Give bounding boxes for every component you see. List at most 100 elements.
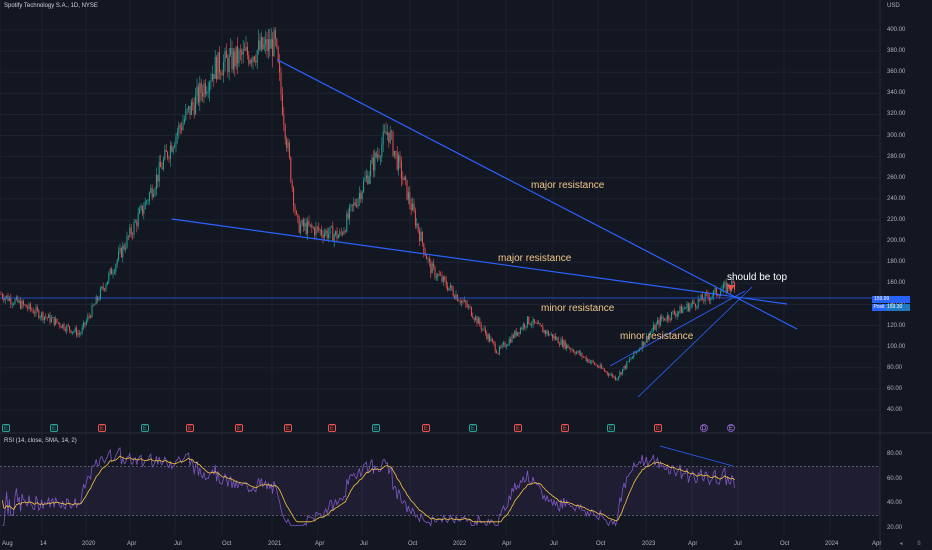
candle-body	[379, 157, 381, 158]
candle-body	[396, 151, 398, 170]
candle-body	[591, 360, 593, 362]
candle-body	[540, 325, 542, 327]
candle-body	[392, 131, 394, 156]
candle-body	[280, 72, 282, 94]
candle-body	[60, 326, 62, 328]
earnings-badge[interactable]: E	[328, 424, 336, 432]
earnings-badge[interactable]: E	[141, 424, 149, 432]
candle-body	[370, 163, 372, 177]
candle-body	[658, 320, 660, 326]
candle-body	[59, 323, 61, 327]
candle-body	[417, 223, 419, 232]
candle-body	[389, 131, 391, 143]
earnings-badge[interactable]: E	[50, 424, 58, 432]
price-tick: 400.00	[887, 27, 906, 33]
scroll-left-icon[interactable]: ◂	[899, 541, 903, 547]
candle-body	[41, 312, 43, 317]
earnings-badge[interactable]: E	[514, 424, 522, 432]
earnings-badge[interactable]: E	[2, 424, 10, 432]
settings-icon[interactable]: 8	[917, 541, 921, 547]
candle-body	[371, 157, 373, 164]
currency-label: USD	[887, 3, 900, 9]
candle-body	[167, 151, 169, 158]
candle-body	[146, 201, 148, 202]
channel-upper-line	[609, 290, 746, 367]
candle-body	[333, 234, 335, 242]
earnings-badge[interactable]: E	[235, 424, 243, 432]
candle-body	[680, 306, 682, 314]
earnings-badge[interactable]: E	[98, 424, 106, 432]
candle-body	[522, 324, 524, 330]
earnings-badge[interactable]: E	[422, 424, 430, 432]
candle-body	[609, 374, 611, 376]
candle-body	[574, 352, 576, 355]
annotation-minor-resistance-horizontal[interactable]: minor resistance	[541, 303, 615, 314]
candle-body	[35, 307, 37, 314]
candle-body	[428, 258, 430, 262]
candle-body	[665, 320, 667, 321]
candle-body	[351, 204, 353, 206]
rsi-title[interactable]: RSI (14, close, SMA, 14, 2)	[4, 438, 77, 444]
candle-body	[507, 344, 509, 347]
candle-body	[63, 324, 65, 330]
annotation-minor-resistance-channel[interactable]: minor resistance	[620, 331, 694, 342]
candle-body	[256, 50, 258, 63]
dividend-badge[interactable]: E	[727, 424, 735, 432]
annotation-major-resistance-upper[interactable]: major resistance	[531, 180, 605, 191]
rsi-tick: 80.00	[887, 451, 903, 457]
candle-body	[500, 347, 502, 348]
candle-body	[512, 335, 514, 338]
arrow-down-icon	[727, 285, 735, 291]
candle-body	[204, 83, 206, 94]
candle-body	[335, 230, 337, 235]
candle-body	[344, 230, 346, 232]
earnings-badge[interactable]: E	[186, 424, 194, 432]
candle-body	[582, 356, 584, 358]
candle-body	[361, 191, 363, 200]
candle-body	[115, 264, 117, 272]
candle-body	[644, 342, 646, 346]
candle-body	[619, 372, 621, 377]
candle-body	[309, 224, 311, 226]
candle-body	[624, 365, 626, 369]
earnings-badge[interactable]: E	[284, 424, 292, 432]
candle-body	[367, 175, 369, 184]
earnings-badge[interactable]: E	[654, 424, 662, 432]
candle-body	[363, 181, 365, 192]
candle-body	[561, 339, 563, 347]
candle-body	[94, 304, 96, 306]
candle-body	[323, 233, 325, 238]
candle-body	[118, 251, 120, 260]
candle-body	[235, 46, 237, 67]
dividend-badge[interactable]: D	[700, 424, 708, 432]
candle-body	[693, 301, 695, 304]
annotation-major-resistance-lower[interactable]: major resistance	[498, 253, 572, 264]
candle-body	[342, 232, 344, 235]
candle-body	[34, 313, 36, 314]
candle-body	[679, 306, 681, 312]
candle-body	[441, 275, 443, 282]
candle-body	[689, 305, 691, 312]
candle-body	[109, 268, 111, 274]
candle-body	[139, 208, 141, 214]
candle-body	[200, 82, 202, 93]
candle-body	[470, 307, 472, 316]
candle-body	[585, 356, 587, 361]
candle-body	[73, 331, 75, 333]
chart-title[interactable]: Spotify Technology S.A., 1D, NYSE	[4, 3, 98, 9]
candle-body	[375, 152, 377, 158]
candle-body	[462, 300, 464, 302]
candle-body	[90, 316, 92, 318]
candle-body	[717, 295, 719, 296]
earnings-badge[interactable]: E	[607, 424, 615, 432]
candle-body	[381, 144, 383, 158]
candle-body	[494, 343, 496, 352]
candle-body	[615, 376, 617, 381]
candle-body	[567, 344, 569, 349]
earnings-badge[interactable]: E	[469, 424, 477, 432]
earnings-badge[interactable]: E	[561, 424, 569, 432]
candle-body	[455, 294, 457, 299]
annotation-should-be-top[interactable]: should be top	[727, 272, 788, 283]
earnings-badge[interactable]: E	[372, 424, 380, 432]
